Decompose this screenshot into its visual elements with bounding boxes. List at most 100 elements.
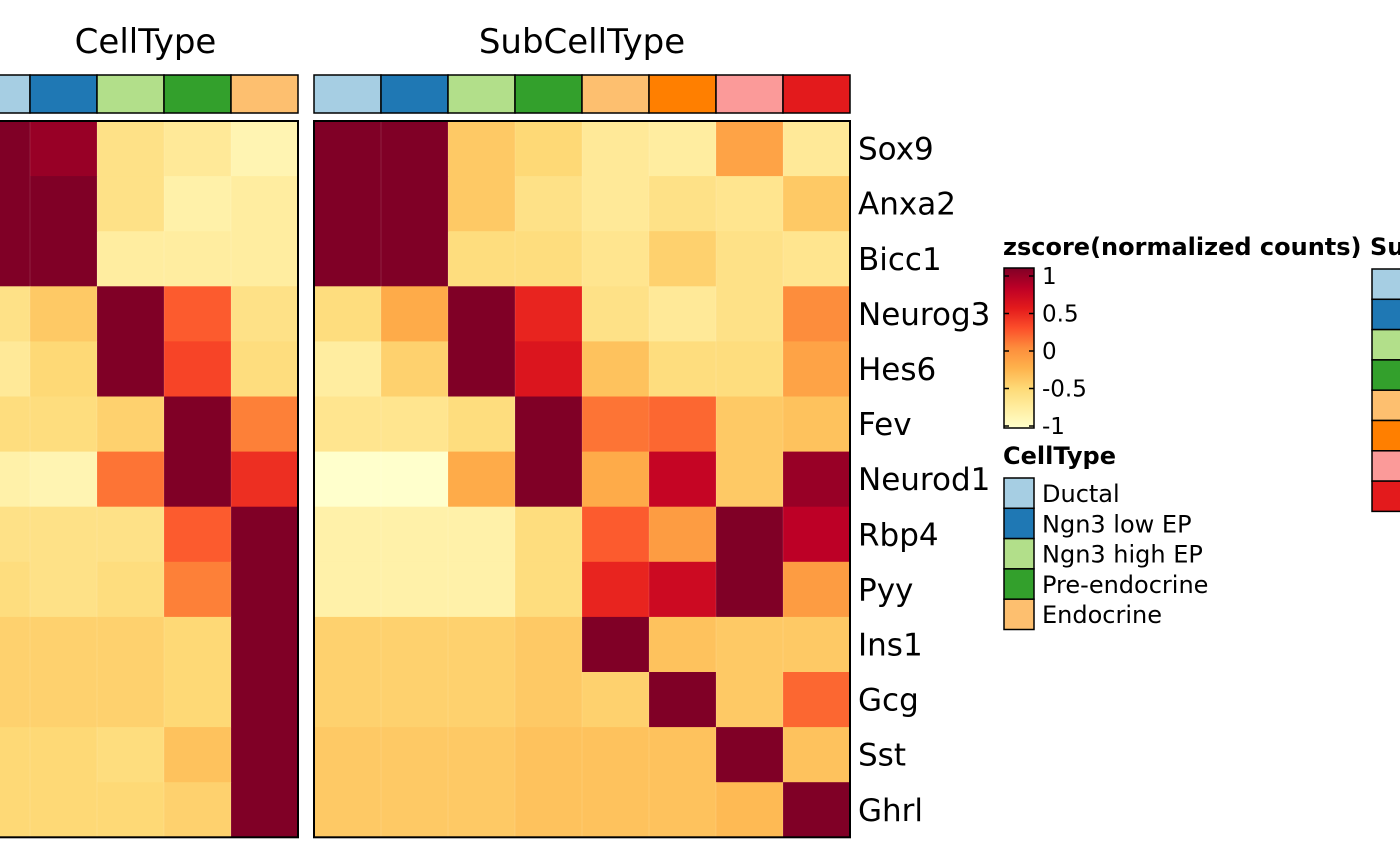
heatmap-cell — [649, 341, 717, 397]
colorbar-title: zscore(normalized counts) — [1003, 233, 1362, 261]
heatmap-cell — [783, 231, 851, 287]
annotation-cell-pre-endocrine — [514, 74, 583, 114]
gene-label-sst: Sst — [858, 738, 906, 774]
heatmap-cell — [515, 616, 583, 673]
annotation-cell-ductal — [0, 74, 31, 114]
heatmap-cell — [649, 506, 717, 563]
heatmap-cell — [716, 176, 784, 232]
heatmap-cell — [716, 506, 784, 563]
annotation-cell-endocrine-4 — [782, 74, 851, 114]
heatmap-cell — [582, 121, 650, 177]
gene-label-ghrl: Ghrl — [858, 793, 923, 829]
heatmap-cell — [783, 176, 851, 232]
gene-labels: Sox9 Anxa2 Bicc1 Neurog3 Hes6 Fev Neurod1 Rbp4 P… — [858, 132, 990, 829]
celltype-legend-swatch — [1003, 507, 1035, 540]
heatmap-cell — [515, 341, 583, 397]
heatmap-cell — [30, 396, 98, 453]
heatmap-cell — [515, 231, 583, 287]
celltype-legend-swatch — [1003, 537, 1035, 570]
heatmap-cell — [716, 341, 784, 397]
heatmap-cell — [582, 672, 650, 728]
heatmap-cell — [649, 672, 717, 728]
panel-title: CellType — [75, 22, 217, 62]
heatmap-cell — [448, 616, 516, 673]
heatmap-cell — [649, 286, 717, 342]
heatmap-cell — [649, 616, 717, 673]
heatmap-cell — [582, 286, 650, 342]
heatmap-cell — [783, 341, 851, 397]
heatmap-cell — [97, 176, 165, 232]
heatmap-cell — [0, 782, 31, 838]
subcelltype-legend-swatch — [1371, 450, 1400, 482]
gene-label-sox9: Sox9 — [858, 132, 934, 168]
heatmap-cell — [716, 451, 784, 508]
annotation-cell-ngn3-low-ep — [29, 74, 98, 114]
gene-label-ins1: Ins1 — [858, 627, 923, 663]
heatmap-cell — [783, 672, 851, 728]
subcelltype-legend-title: SubCellType — [1370, 233, 1400, 261]
gene-label-neurog3: Neurog3 — [858, 297, 990, 333]
heatmap-cell — [649, 176, 717, 232]
heatmap-cell — [582, 396, 650, 453]
heatmap-cell — [448, 286, 516, 342]
subcelltype-legend-swatch — [1371, 419, 1400, 452]
heatmap-cell — [649, 396, 717, 453]
heatmap-cell — [231, 231, 299, 287]
heatmap-cell — [164, 176, 232, 232]
heatmap-cell — [231, 396, 299, 453]
heatmap-cell — [515, 121, 583, 177]
heatmap-cell — [649, 121, 717, 177]
heatmap-cell — [515, 561, 583, 618]
gene-label-bicc1: Bicc1 — [858, 242, 942, 278]
heatmap-cell — [164, 561, 232, 618]
heatmap-cell — [448, 231, 516, 287]
celltype-legend-swatch — [1003, 477, 1035, 510]
heatmap-cell — [30, 561, 98, 618]
heatmap-cell — [0, 727, 31, 783]
heatmap-cell — [649, 727, 717, 783]
subcelltype-legend-swatch — [1371, 298, 1400, 331]
heatmap-cell — [649, 451, 717, 508]
annotation-cell-ngn3-high-ep — [96, 74, 165, 114]
subcelltype-legend-swatch — [1371, 480, 1400, 513]
heatmap-cell — [97, 341, 165, 397]
heatmap-cell — [314, 176, 382, 232]
heatmap-cell — [783, 121, 851, 177]
heatmap-cell — [164, 396, 232, 453]
heatmap-cell — [448, 506, 516, 563]
heatmap-cell — [314, 561, 382, 618]
heatmap-cell — [97, 616, 165, 673]
gene-label-neurod1: Neurod1 — [858, 462, 990, 498]
annotation-cell-endocrine — [230, 74, 299, 114]
gene-label-hes6: Hes6 — [858, 352, 936, 388]
heatmap-cell — [0, 451, 31, 508]
heatmap-cell — [783, 506, 851, 563]
heatmap-cell — [448, 341, 516, 397]
heatmap-cell — [716, 121, 784, 177]
celltype-legend-label: Ductal — [1042, 480, 1120, 508]
heatmap-cell — [231, 286, 299, 342]
heatmap-cell — [0, 176, 31, 232]
heatmap-cell — [97, 561, 165, 618]
heatmap-cell — [381, 782, 449, 838]
heatmap-cell — [97, 231, 165, 287]
heatmap-cell — [582, 616, 650, 673]
heatmap-cell — [314, 727, 382, 783]
heatmap-cell — [231, 672, 299, 728]
heatmap-cell — [381, 506, 449, 563]
heatmap-cell — [97, 286, 165, 342]
heatmap-cell — [97, 782, 165, 838]
heatmap-cell — [0, 341, 31, 397]
gene-label-pyy: Pyy — [858, 572, 913, 608]
heatmap-cell — [30, 341, 98, 397]
heatmap-cell — [0, 396, 31, 453]
subcelltype-legend-swatch — [1371, 328, 1400, 361]
heatmap-cell — [783, 561, 851, 618]
heatmap-cell — [314, 672, 382, 728]
colorbar-tick-label: 0.5 — [1042, 302, 1079, 328]
heatmap-cell — [381, 561, 449, 618]
heatmap-cell — [515, 672, 583, 728]
heatmap-cell — [30, 451, 98, 508]
heatmap-cell — [448, 561, 516, 618]
